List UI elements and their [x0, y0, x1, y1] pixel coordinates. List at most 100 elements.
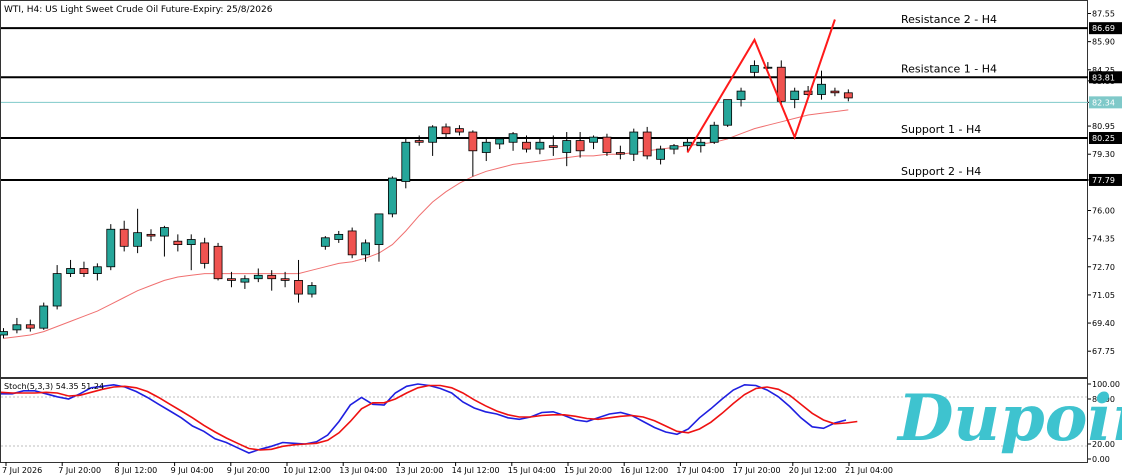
- stoch-tick-label: 20.00: [1092, 440, 1115, 449]
- candle-body: [213, 245, 223, 280]
- time-tick-label: 13 Jul 20:00: [395, 466, 443, 475]
- time-tick-label: 7 Jul 20:00: [58, 466, 101, 475]
- time-tick-label: 9 Jul 20:00: [227, 466, 270, 475]
- candle-body: [441, 126, 451, 135]
- chart-title: WTI, H4: US Light Sweet Crude Oil Future…: [4, 5, 273, 15]
- price-tick-label: 67.75: [1092, 347, 1115, 356]
- price-tick-label: 76.00: [1092, 206, 1115, 215]
- candle-body: [683, 141, 692, 147]
- candle-body: [25, 324, 35, 329]
- candle-body: [401, 141, 411, 182]
- candle-body: [347, 230, 357, 256]
- time-tick-label: 13 Jul 04:00: [339, 466, 387, 475]
- level-label: Resistance 1 - H4: [901, 62, 997, 75]
- candle-body: [656, 148, 665, 160]
- candle-body: [481, 141, 491, 153]
- candle-body: [92, 266, 102, 274]
- candle-body: [736, 90, 746, 101]
- time-tick-label: 14 Jul 12:00: [452, 466, 500, 475]
- price-tick-label: 80.95: [1092, 122, 1115, 131]
- level-price-tag: [1089, 22, 1122, 35]
- candle-body: [173, 240, 183, 246]
- level-label: Support 2 - H4: [901, 165, 981, 178]
- price-tick-label: 84.25: [1092, 66, 1115, 75]
- level-price-tag-text: 83.81: [1092, 73, 1115, 82]
- price-tick-label: 74.35: [1092, 235, 1115, 244]
- candle-body: [589, 136, 598, 143]
- candle-body: [320, 237, 330, 247]
- time-tick-label: 10 Jul 12:00: [283, 466, 331, 475]
- stoch-tick-label: 0.00: [1092, 455, 1110, 464]
- candle-body: [334, 233, 344, 240]
- time-tick-label: 17 Jul 04:00: [676, 466, 724, 475]
- time-tick-label: 20 Jul 12:00: [789, 466, 837, 475]
- level-price-tag-text: 86.69: [1092, 24, 1115, 33]
- price-tick-label: 87.55: [1092, 10, 1115, 19]
- candle-body: [106, 228, 116, 268]
- candle-body: [535, 141, 545, 150]
- moving-average-line: [3, 109, 849, 339]
- time-tick-label: 8 Jul 12:00: [114, 466, 157, 475]
- time-tick-label: 16 Jul 12:00: [620, 466, 668, 475]
- main-chart-frame: [0, 0, 1088, 378]
- stoch-frame: [0, 378, 1088, 463]
- candle-body: [723, 99, 733, 126]
- candle-body: [146, 233, 156, 237]
- pattern-line: [686, 19, 836, 154]
- candle-body: [803, 90, 813, 95]
- candle-body: [387, 177, 397, 215]
- candle-body: [709, 124, 719, 143]
- candle-body: [361, 242, 370, 256]
- candle-body: [629, 131, 639, 155]
- stoch-tick-label: 100.00: [1092, 380, 1120, 389]
- candle-body: [240, 278, 250, 283]
- stoch-main-line: [1, 383, 847, 454]
- candle-body: [642, 131, 652, 157]
- candle-body: [160, 227, 169, 237]
- candle-body: [763, 66, 773, 69]
- time-tick-label: 21 Jul 04:00: [845, 466, 893, 475]
- current-price-tag-text: 82.34: [1092, 98, 1115, 107]
- candle-body: [750, 65, 759, 73]
- candle-body: [66, 268, 75, 274]
- level-label: Support 1 - H4: [901, 123, 981, 136]
- candle-body: [548, 145, 558, 148]
- candle-body: [817, 83, 826, 95]
- candle-body: [508, 133, 518, 143]
- stoch-label: Stoch(5,3,3) 54.35 51.24: [4, 382, 104, 391]
- candle-body: [843, 92, 853, 99]
- current-price-tag: [1089, 96, 1122, 109]
- candle-body: [280, 278, 290, 281]
- candle-body: [468, 131, 478, 152]
- price-tick-label: 85.90: [1092, 38, 1115, 47]
- candle-body: [495, 138, 505, 145]
- candle-body: [790, 90, 800, 101]
- candle-body: [602, 136, 612, 153]
- candle-body: [776, 66, 786, 102]
- level-price-tag: [1089, 173, 1122, 186]
- level-price-tag: [1089, 132, 1122, 145]
- price-tick-label: 72.70: [1092, 263, 1115, 272]
- candle-body: [374, 213, 384, 246]
- candle-body: [52, 273, 62, 307]
- candle-body: [522, 141, 531, 150]
- candle-body: [200, 242, 210, 264]
- candle-body: [294, 280, 303, 295]
- candle-body: [133, 232, 143, 247]
- stoch-tick-label: 80.00: [1092, 395, 1115, 404]
- time-tick-label: 7 Jul 2026: [2, 466, 42, 475]
- candle-body: [267, 274, 277, 280]
- candle-body: [669, 145, 679, 150]
- price-tick-label: 79.30: [1092, 150, 1115, 159]
- candle-body: [0, 331, 8, 336]
- price-tick-label: 69.40: [1092, 319, 1115, 328]
- candle-body: [253, 274, 263, 280]
- candle-body: [428, 126, 438, 143]
- candle-body: [119, 228, 129, 247]
- level-price-tag-text: 77.79: [1092, 176, 1115, 185]
- time-tick-label: 15 Jul 04:00: [508, 466, 556, 475]
- candle-body: [186, 239, 196, 246]
- candle-body: [562, 140, 572, 153]
- time-tick-label: 9 Jul 04:00: [171, 466, 214, 475]
